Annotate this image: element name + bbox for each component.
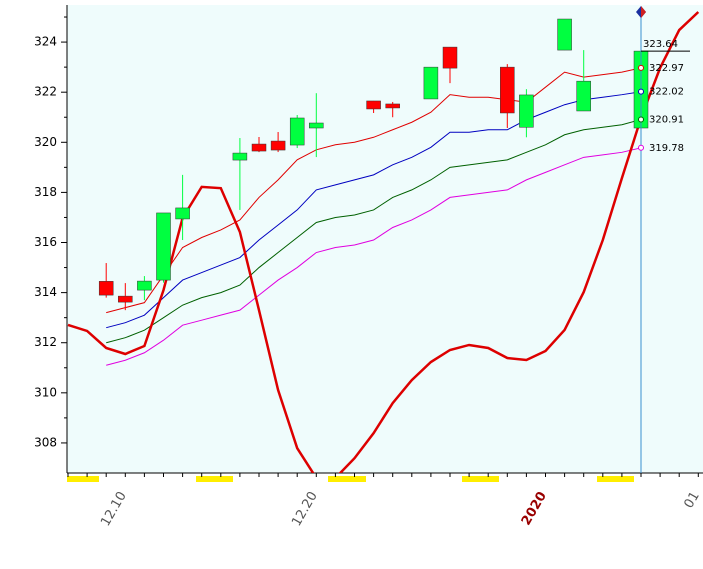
candle-body xyxy=(576,80,591,112)
value-marker xyxy=(638,144,644,151)
y-tick-label: 322 xyxy=(34,85,57,99)
candle-body xyxy=(385,103,400,109)
y-tick-label: 312 xyxy=(34,335,57,349)
plot-area xyxy=(67,5,703,473)
marks xyxy=(67,11,700,473)
y-tick-label: 318 xyxy=(34,185,57,199)
candle-body xyxy=(289,117,305,146)
value-marker xyxy=(638,88,644,95)
candle-body xyxy=(251,143,267,152)
y-tick-label: 308 xyxy=(34,435,57,449)
weekend-markers xyxy=(67,476,634,482)
line-series xyxy=(106,67,642,314)
candle-body xyxy=(423,66,439,100)
candle-body xyxy=(118,295,133,303)
x-tick-label: 01 xyxy=(682,489,703,511)
candle-body xyxy=(270,140,286,151)
candle-body xyxy=(366,100,381,110)
candle-body xyxy=(309,122,324,129)
y-tick-label: 316 xyxy=(34,235,57,249)
x-tick-label: 12.10 xyxy=(98,489,130,529)
value-marker xyxy=(638,64,644,71)
x-tick-label: 12.20 xyxy=(289,489,321,529)
value-label: 323.64 xyxy=(643,39,678,50)
candle-body xyxy=(232,152,248,161)
candle-body xyxy=(557,18,572,51)
candle-body xyxy=(175,207,190,220)
value-marker xyxy=(638,116,644,123)
y-tick-label: 324 xyxy=(34,35,57,49)
candle-body xyxy=(500,66,515,114)
x-tick-label: 2020 xyxy=(519,489,550,528)
candle-body xyxy=(137,280,152,291)
line-series xyxy=(67,11,700,473)
value-label: 322.97 xyxy=(649,63,684,74)
value-label: 322.02 xyxy=(649,87,684,98)
line-series xyxy=(106,119,642,344)
candle-body xyxy=(98,281,114,296)
y-tick-label: 320 xyxy=(34,135,57,149)
line-series xyxy=(106,91,642,329)
value-label: 320.91 xyxy=(649,114,684,125)
y-tick-label: 310 xyxy=(34,385,57,399)
cursor-diamond-half xyxy=(641,6,646,18)
overlay: 323.64 322.97 322.02 320.91 319.78 xyxy=(636,6,690,473)
value-label: 319.78 xyxy=(649,143,684,154)
candle-body xyxy=(442,46,458,69)
candle-body xyxy=(156,212,171,281)
y-tick-label: 314 xyxy=(34,285,57,299)
candle-body xyxy=(519,94,534,128)
line-series xyxy=(106,147,642,366)
